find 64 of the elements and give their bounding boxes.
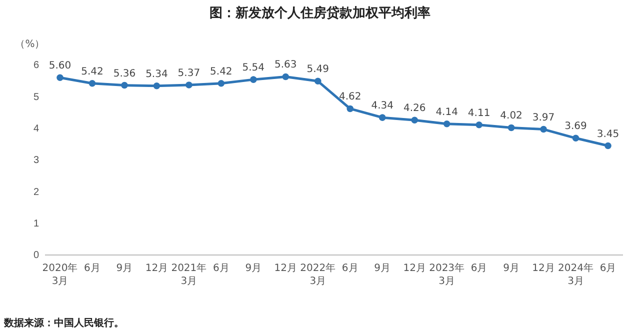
y-tick-label: 6	[33, 60, 40, 72]
y-tick-label: 2	[33, 186, 40, 198]
point	[572, 134, 580, 142]
x-tick-label: 12月	[532, 263, 555, 274]
point	[476, 121, 482, 128]
point	[186, 82, 192, 88]
y-tick-label: 1	[33, 218, 40, 230]
text: 4.26	[403, 103, 426, 114]
point	[314, 78, 322, 85]
text: 5.34	[146, 68, 168, 80]
text: 5.54	[242, 62, 265, 74]
point	[411, 116, 418, 124]
x-tick-label: 6月	[84, 263, 100, 274]
x-tick-label: 6月	[470, 263, 488, 274]
x-tick-label: 6月	[342, 263, 358, 274]
x-tick-label: 9月	[245, 263, 262, 274]
point	[604, 142, 612, 150]
text: 5.42	[210, 66, 232, 78]
x-tick-label: 9月	[116, 263, 133, 274]
x-tick-label: 2021年 3月	[171, 262, 207, 287]
text: 5.63	[274, 60, 297, 71]
text: 3.97	[532, 112, 555, 124]
source-note: 数据来源：中国人民银行。	[3, 317, 124, 329]
text: 4.02	[500, 110, 522, 122]
text: 5.37	[178, 68, 200, 79]
point	[88, 80, 96, 87]
point	[250, 76, 257, 83]
text: 5.42	[81, 66, 104, 78]
x-tick-label: 6月	[600, 263, 616, 274]
chart-title: 图：新发放个人住房贷款加权平均利率	[210, 5, 430, 21]
point	[153, 82, 160, 90]
x-tick-label: 2024年 3月	[558, 262, 594, 287]
x-tick-label: 2023年 3月	[429, 262, 465, 287]
point	[121, 82, 128, 89]
point	[56, 74, 64, 82]
text: 4.34	[371, 100, 394, 112]
point	[508, 124, 515, 132]
y-tick-label: 0	[33, 250, 40, 262]
y-axis-title: （%）	[15, 39, 45, 50]
text: 5.49	[306, 64, 330, 76]
point	[378, 114, 386, 121]
text: 4.11	[468, 108, 490, 119]
point	[218, 80, 225, 87]
x-tick-label: 2022年 3月	[300, 262, 336, 287]
x-tick-label: 9月	[503, 263, 520, 274]
x-tick-label: 12月	[145, 263, 168, 274]
y-tick-label: 3	[33, 155, 40, 166]
y-tick-label: 5	[33, 92, 40, 103]
y-tick-label: 4	[33, 124, 40, 135]
text: 3.69	[564, 121, 587, 132]
point	[346, 105, 354, 112]
x-tick-label: 2020年 3月	[42, 262, 78, 287]
text: 5.36	[113, 68, 136, 80]
point	[282, 73, 290, 80]
x-tick-label: 12月	[403, 263, 426, 274]
x-tick-label: 6月	[212, 263, 230, 274]
point	[443, 120, 450, 128]
text: 4.14	[436, 106, 458, 118]
point	[540, 126, 547, 133]
text: 5.60	[48, 60, 72, 72]
text: 3.45	[596, 128, 620, 140]
x-tick-label: 9月	[374, 263, 391, 274]
x-tick-label: 12月	[274, 263, 298, 274]
text: 4.62	[338, 92, 362, 103]
